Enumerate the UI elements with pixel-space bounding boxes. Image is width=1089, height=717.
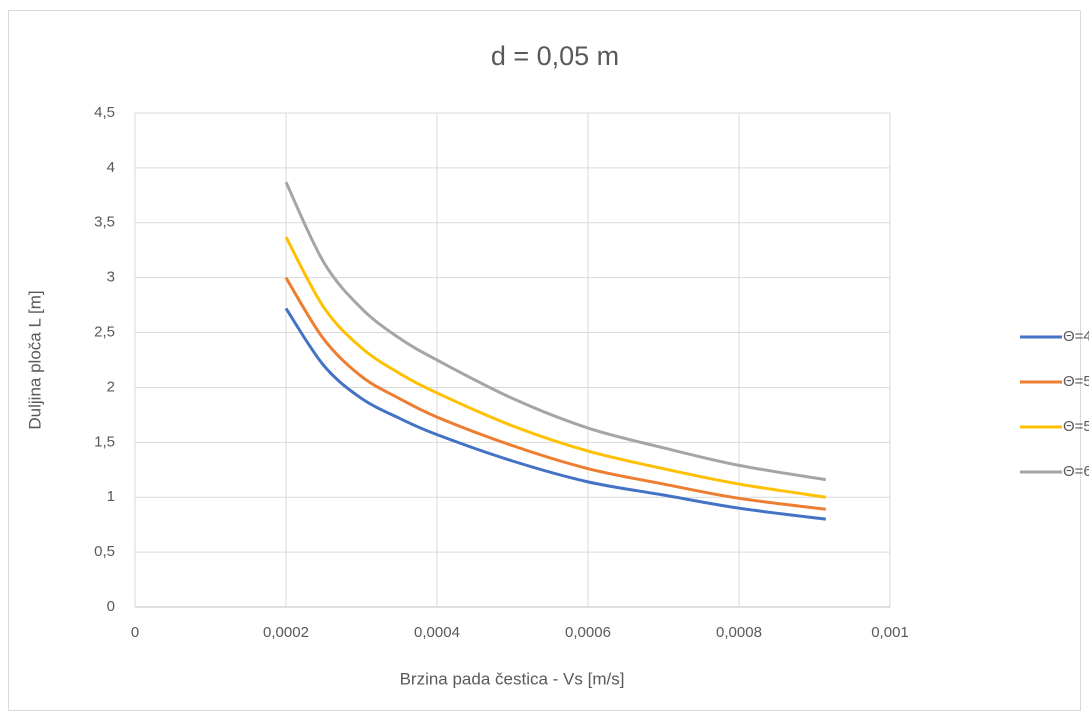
y-tick-label: 4,5 xyxy=(94,104,115,121)
series-line xyxy=(284,181,827,482)
y-tick-label: 1 xyxy=(107,488,115,505)
x-tick-label: 0,001 xyxy=(871,624,909,641)
legend-label: Θ=60° xyxy=(1063,463,1089,480)
y-tick-label: 2,5 xyxy=(94,324,115,341)
series-line xyxy=(284,307,827,521)
y-tick-label: 0,5 xyxy=(94,543,115,560)
chart-title: d = 0,05 m xyxy=(491,41,619,71)
y-tick-label: 3 xyxy=(107,269,115,286)
x-axis-title: Brzina pada čestica - Vs [m/s] xyxy=(400,669,625,688)
y-tick-label: 2 xyxy=(107,378,115,395)
x-tick-label: 0,0002 xyxy=(263,624,309,641)
y-axis-title: Duljina ploča L [m] xyxy=(25,290,44,429)
series-line xyxy=(284,276,827,511)
x-tick-label: 0,0006 xyxy=(565,624,611,641)
y-tick-label: 1,5 xyxy=(94,433,115,450)
x-tick-label: 0,0008 xyxy=(716,624,762,641)
x-tick-label: 0 xyxy=(131,624,139,641)
y-tick-label: 0 xyxy=(107,598,115,615)
legend-label: Θ=50° xyxy=(1063,373,1089,390)
series-line xyxy=(284,236,827,499)
y-tick-label: 4 xyxy=(107,159,115,176)
x-tick-label: 0,0004 xyxy=(414,624,460,641)
y-tick-label: 3,5 xyxy=(94,214,115,231)
legend-label: Θ=45° xyxy=(1063,328,1089,345)
legend-label: Θ=55° xyxy=(1063,418,1089,435)
chart-border xyxy=(8,10,1081,711)
